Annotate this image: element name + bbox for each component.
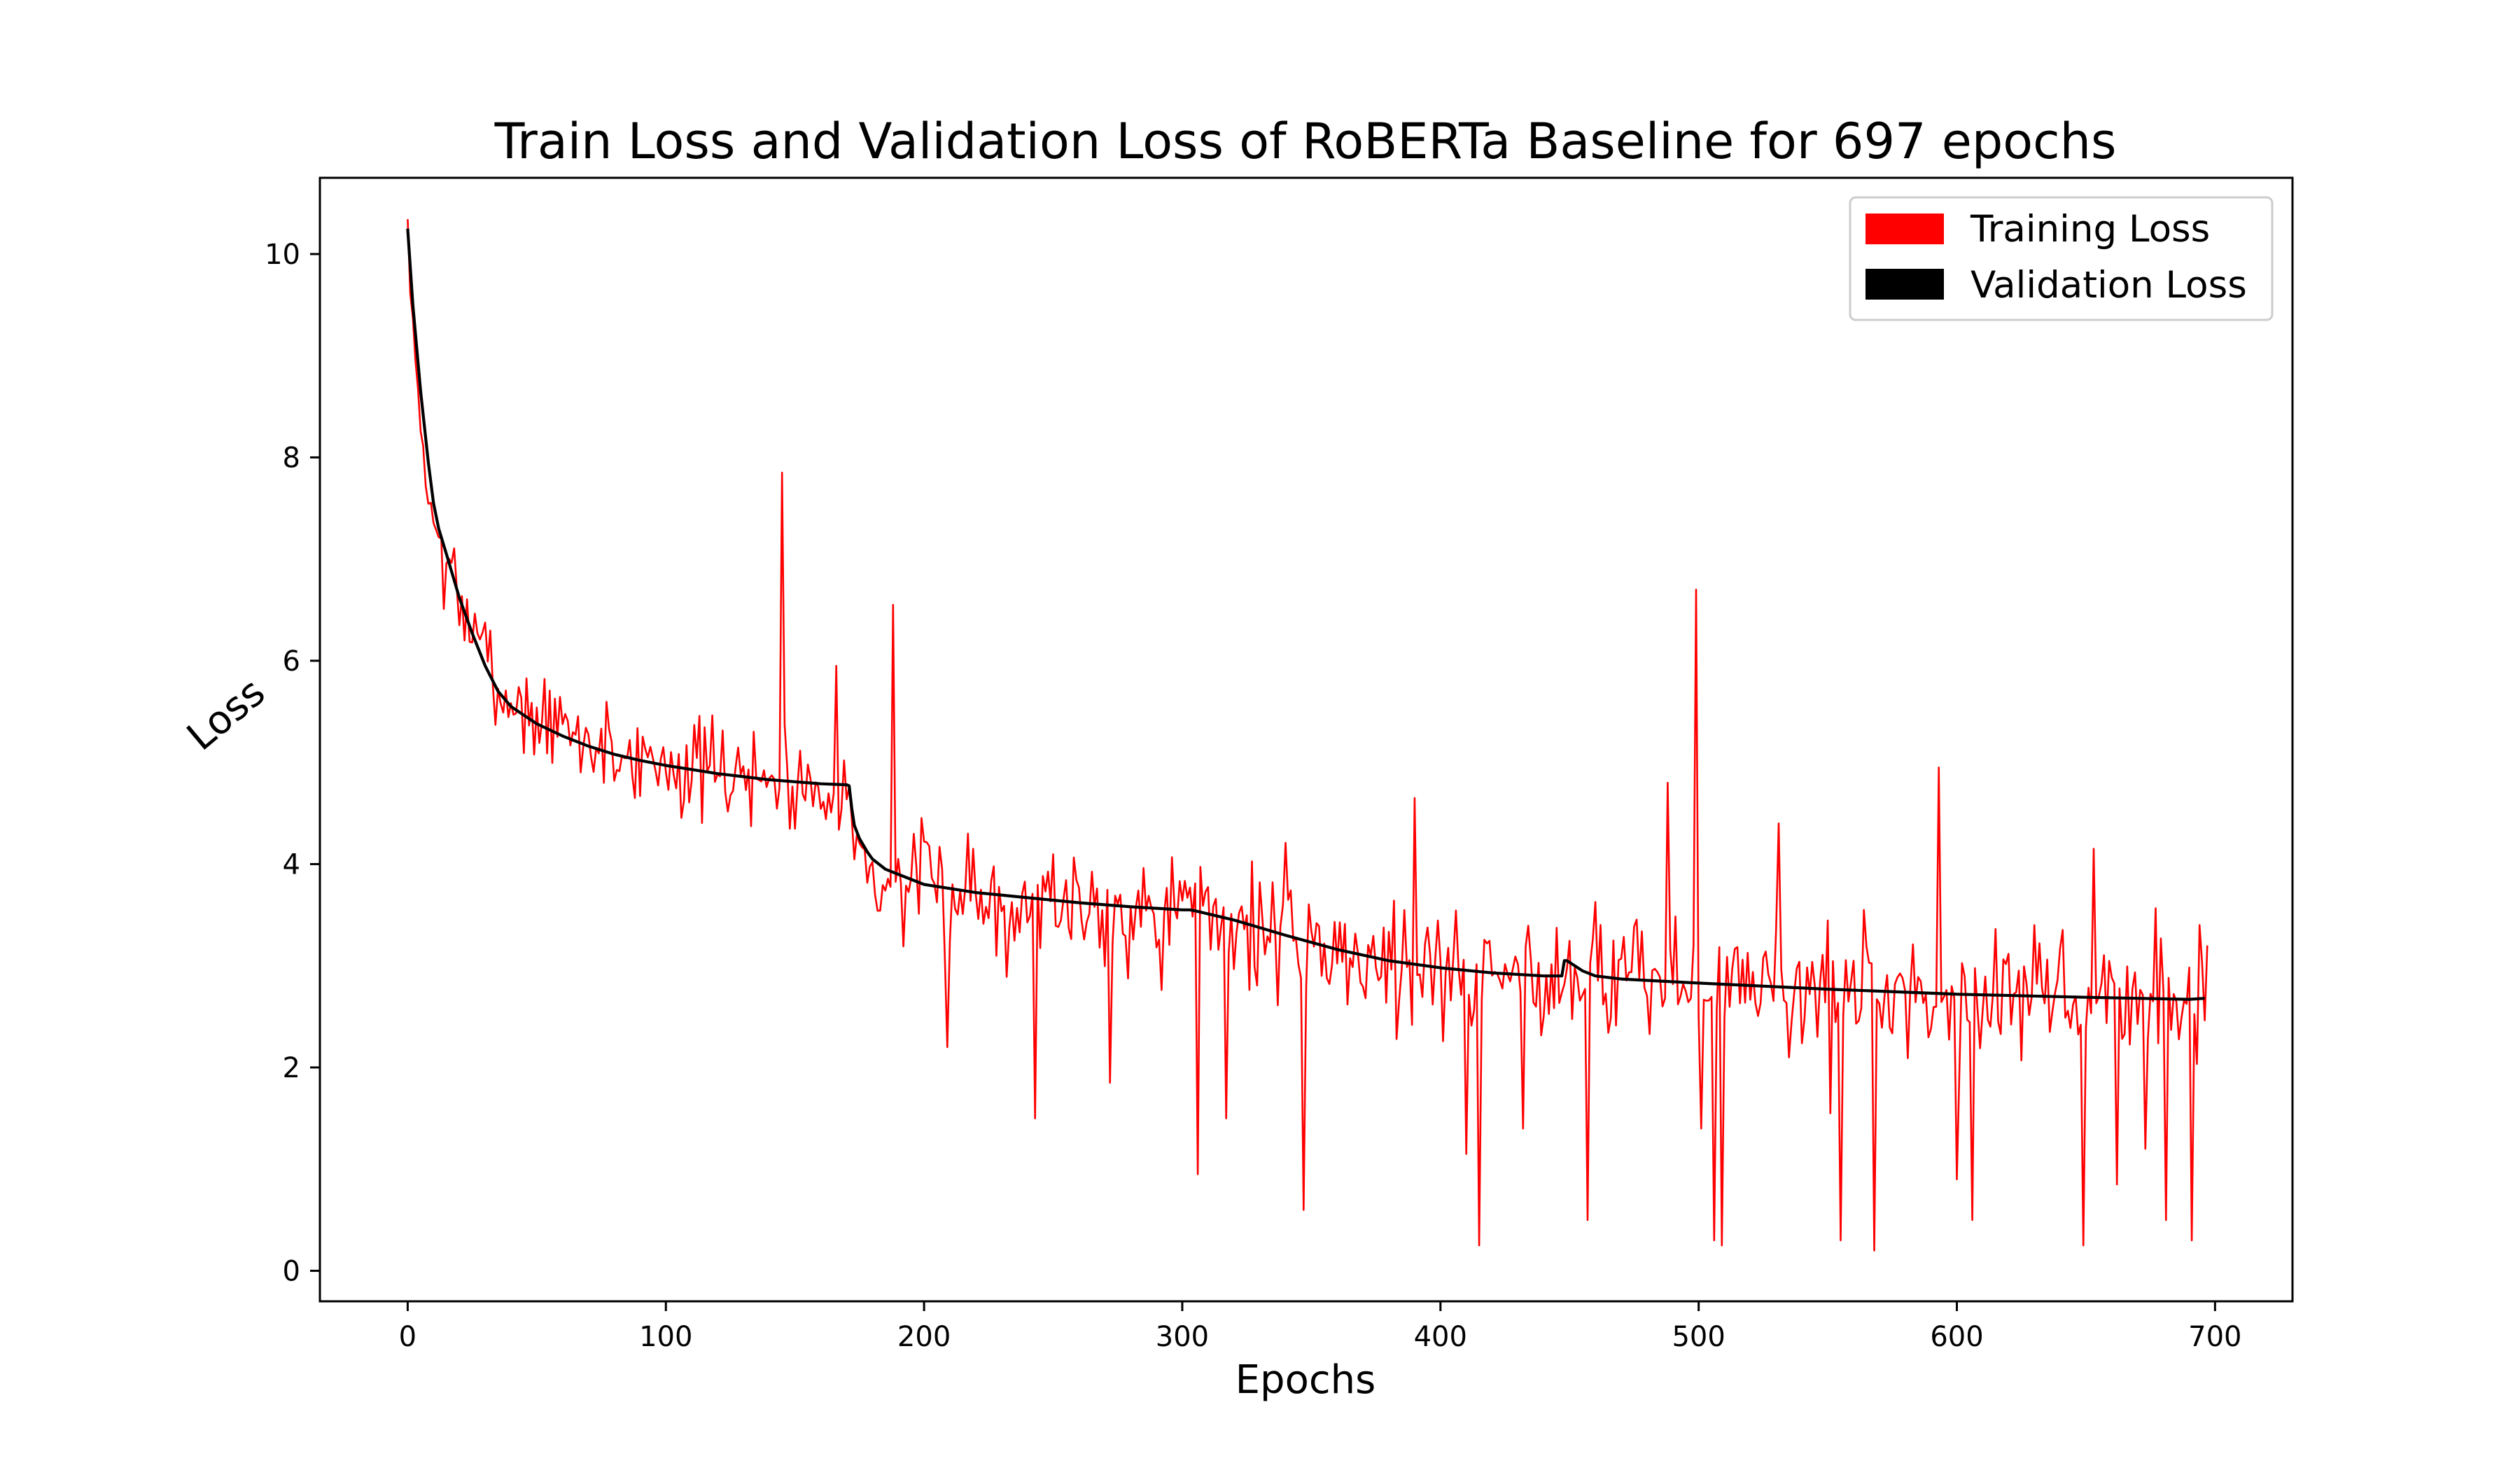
x-tick-label: 700: [2188, 1321, 2241, 1353]
y-tick-label: 8: [283, 442, 300, 474]
y-axis: 0 2 4 6 8 10: [265, 239, 320, 1287]
y-tick-label: 6: [283, 645, 300, 678]
x-axis-label: Epochs: [1236, 1357, 1376, 1403]
validation-loss-line: [406, 228, 2205, 1001]
legend-swatch-training: [1865, 214, 1944, 244]
chart-title: Train Loss and Validation Loss of RoBERT…: [494, 113, 2117, 170]
legend-label-training: Training Loss: [1970, 208, 2210, 251]
x-tick-label: 600: [1930, 1321, 1983, 1353]
x-tick-label: 100: [639, 1321, 692, 1353]
x-tick-label: 500: [1672, 1321, 1725, 1353]
x-tick-label: 200: [897, 1321, 951, 1353]
y-tick-label: 10: [265, 239, 300, 271]
y-tick-label: 0: [283, 1255, 300, 1287]
legend-swatch-validation: [1865, 269, 1944, 300]
y-tick-label: 2: [283, 1052, 300, 1084]
axes-frame: [318, 176, 2294, 1303]
plot-area: [318, 176, 2294, 1303]
y-tick-label: 4: [283, 848, 300, 881]
x-axis: 0 100 200 300 400 500 600 700: [399, 1301, 2242, 1353]
legend-label-validation: Validation Loss: [1970, 264, 2247, 307]
x-tick-label: 0: [399, 1321, 416, 1353]
x-tick-label: 400: [1414, 1321, 1467, 1353]
legend-box: [1849, 196, 2274, 321]
legend: Training Loss Validation Loss: [1849, 196, 2274, 321]
x-tick-label: 300: [1156, 1321, 1209, 1353]
training-loss-line: [407, 219, 2208, 1252]
series-layer: [406, 219, 2208, 1252]
